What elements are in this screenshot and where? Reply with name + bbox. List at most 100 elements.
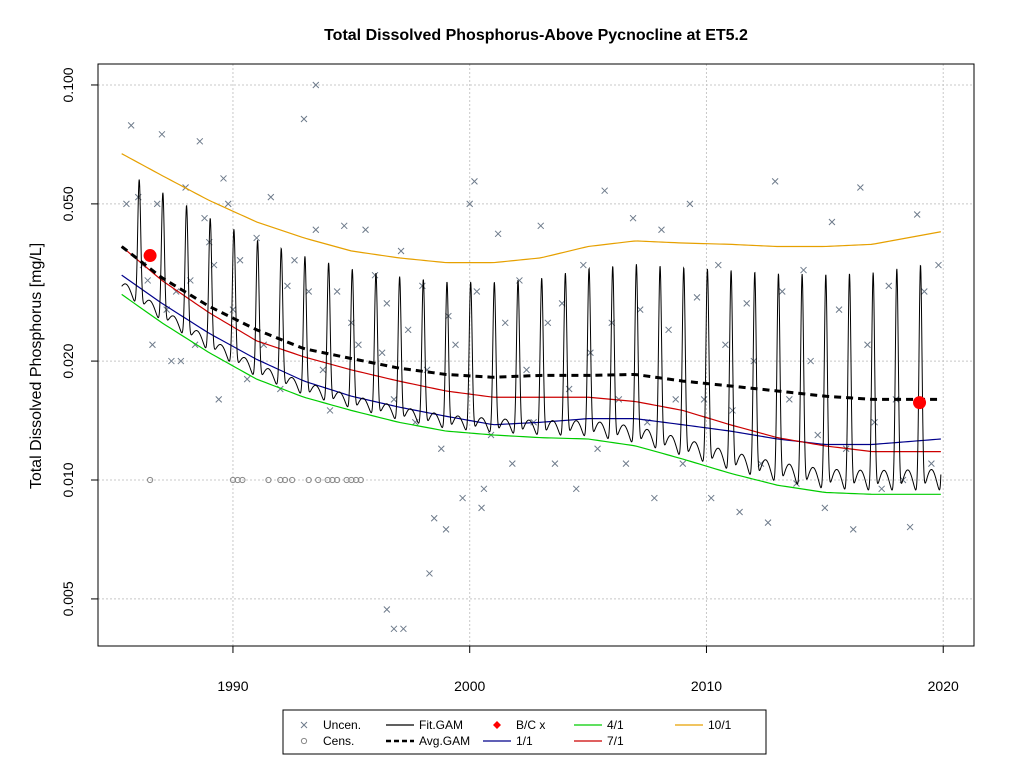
uncensored-point	[714, 261, 722, 269]
uncensored-point	[333, 288, 341, 295]
uncensored-point	[397, 247, 405, 255]
censored-point	[281, 476, 289, 484]
uncensored-point	[473, 288, 481, 295]
y-tick-label: 0.005	[60, 581, 76, 616]
grid	[98, 64, 974, 646]
uncensored-point	[172, 288, 180, 295]
censored-point	[334, 476, 341, 484]
legend-label: 1/1	[516, 734, 533, 748]
legend-label: Avg.GAM	[419, 734, 470, 748]
uncensored-point	[404, 326, 412, 334]
series-lines	[120, 153, 942, 495]
uncensored-point	[149, 341, 156, 349]
uncensored-point	[636, 306, 644, 313]
uncensored-point	[665, 326, 672, 334]
uncensored-point	[224, 200, 232, 208]
uncensored-point	[722, 341, 729, 349]
censored-point	[239, 476, 246, 484]
censored-point	[305, 476, 312, 484]
series-line-4-1	[121, 293, 941, 495]
bc-point	[913, 396, 927, 410]
series-line-avg-gam	[120, 245, 941, 401]
uncensored-point	[168, 357, 175, 365]
uncensored-point	[707, 494, 715, 502]
uncensored-point	[736, 508, 743, 516]
uncensored-point	[442, 526, 450, 533]
y-tick-label: 0.050	[60, 186, 76, 221]
legend-label: 4/1	[607, 718, 624, 732]
uncensored-point	[390, 625, 398, 633]
legend: Uncen. Cens. Fit.GAM Avg.GAM B/C x 1/1 4/1 7/1 1…	[282, 709, 767, 755]
uncensored-point	[835, 306, 843, 313]
uncensored-point	[523, 366, 530, 374]
uncensored-point	[452, 341, 459, 349]
uncensored-point	[615, 396, 623, 403]
chart-title: Total Dissolved Phosphorus-Above Pycnocl…	[324, 27, 748, 44]
uncensored-point	[778, 288, 786, 295]
x-tick-label: 2020	[928, 678, 959, 694]
uncensored-point	[508, 460, 516, 468]
series-line-1-1	[121, 274, 941, 446]
uncensored-point	[693, 293, 701, 301]
uncensored-point	[267, 193, 275, 201]
series-line-7-1	[121, 246, 941, 453]
uncensored-point	[312, 81, 320, 89]
uncensored-point	[658, 226, 665, 234]
bc-point	[143, 249, 157, 263]
uncensored-point	[729, 407, 736, 414]
uncensored-point	[885, 282, 893, 290]
legend-label: Fit.GAM	[419, 718, 463, 732]
uncensored-point	[236, 256, 244, 264]
uncensored-point	[686, 200, 694, 208]
uncensored-point	[743, 300, 751, 307]
uncensored-point	[201, 214, 208, 222]
uncensored-point	[319, 366, 327, 374]
legend-box	[282, 709, 767, 755]
censored-point	[315, 476, 322, 484]
uncensored-point	[821, 504, 829, 512]
uncensored-point	[935, 261, 942, 269]
uncensored-point	[864, 341, 871, 349]
uncensored-point	[913, 211, 921, 218]
uncensored-point	[920, 288, 928, 295]
legend-swatch	[300, 737, 308, 745]
uncensored-point	[572, 485, 580, 493]
uncensored-point	[437, 445, 445, 453]
series-line-fit-gam	[121, 179, 942, 491]
uncensored-point	[300, 115, 308, 123]
bc-points	[143, 249, 927, 410]
uncensored-point	[229, 306, 237, 313]
uncensored-point	[400, 625, 407, 633]
uncensored-point	[537, 222, 545, 230]
uncensored-point	[243, 375, 251, 383]
uncensored-point	[807, 357, 814, 365]
series-line-10-1	[121, 153, 941, 264]
uncensored-point	[383, 300, 391, 307]
uncensored-point	[672, 396, 680, 403]
plot-frame	[97, 63, 975, 647]
uncensored-point	[340, 222, 348, 230]
uncensored-point	[177, 357, 185, 365]
censored-point	[289, 476, 296, 484]
x-tick-label: 2000	[454, 678, 485, 694]
uncensored-point	[383, 606, 391, 613]
legend-label: Cens.	[323, 734, 354, 748]
uncensored-point	[700, 396, 708, 403]
uncensored-point	[629, 214, 637, 222]
legend-label: 10/1	[708, 718, 732, 732]
uncensored-point	[544, 319, 552, 327]
uncensored-point	[594, 445, 601, 453]
censored-point	[265, 476, 272, 484]
uncensored-point	[679, 460, 687, 468]
legend-swatch	[493, 721, 501, 729]
legend-label: B/C x	[516, 718, 545, 732]
uncensored-point	[426, 570, 433, 577]
uncensored-point	[750, 357, 758, 365]
y-tick-label: 0.010	[60, 462, 76, 497]
uncensored-point	[494, 230, 502, 238]
uncensored-point	[430, 514, 438, 522]
uncensored-point	[196, 137, 204, 145]
uncensored-point	[814, 431, 822, 439]
uncensored-point	[478, 504, 485, 512]
